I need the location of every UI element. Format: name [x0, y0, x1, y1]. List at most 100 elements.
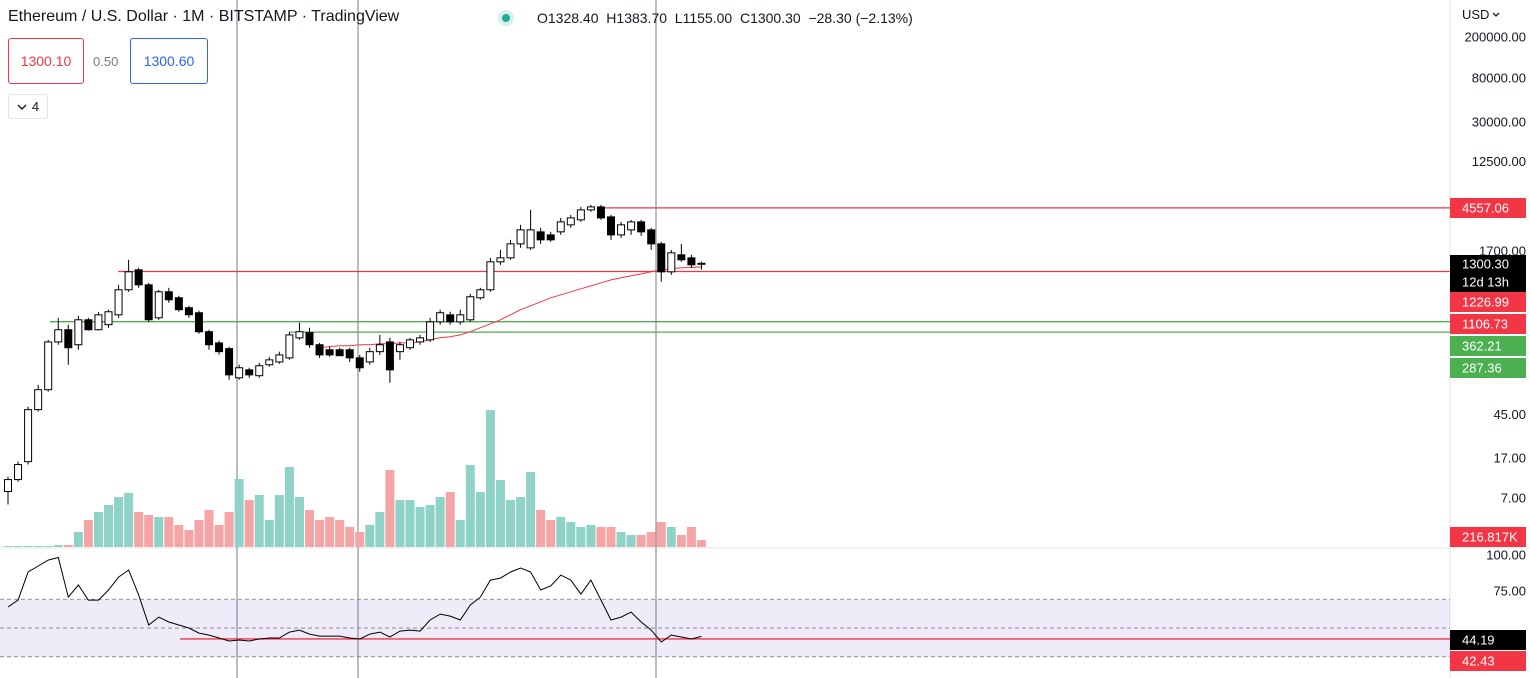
candle-body [617, 224, 626, 236]
volume-bar [375, 512, 385, 547]
candle-body [275, 354, 284, 363]
y-tick-label: 200000.00 [1465, 29, 1526, 44]
candle-body [144, 284, 153, 321]
volume-bar [596, 527, 606, 547]
volume-bar [224, 512, 234, 547]
candle-body [154, 291, 163, 319]
symbol-title[interactable]: Ethereum / U.S. Dollar · 1M · BITSTAMP ·… [8, 8, 400, 25]
candle-body [657, 243, 666, 273]
buy-button[interactable]: 1300.60 [130, 38, 208, 84]
moving-average [319, 266, 702, 349]
currency: USD [1462, 7, 1490, 22]
volume-bar [294, 497, 304, 547]
ohlc-key: C [739, 10, 751, 26]
y-tick-label: 100.00 [1486, 547, 1526, 562]
volume-bar [134, 512, 144, 547]
price-tag [1450, 314, 1526, 334]
candle-body [345, 349, 354, 359]
price-tag-label: 362.21 [1462, 338, 1502, 353]
volume-bar [305, 510, 314, 547]
volume-bar [536, 510, 546, 547]
volume-bar [495, 480, 505, 547]
volume-bar [516, 497, 526, 547]
candle-body [134, 269, 143, 286]
volume-bar [405, 500, 415, 547]
volume-bar [335, 520, 345, 547]
candle-body [476, 289, 485, 299]
candle-body [436, 312, 445, 323]
candle-body [34, 389, 43, 411]
ohlc-value: 1300.30 [750, 10, 801, 26]
rsi-line [7, 556, 702, 643]
volume-bar [475, 492, 485, 547]
price-tag-label: 42.43 [1462, 653, 1495, 668]
volume-bar [264, 520, 274, 547]
volume-bar [53, 545, 63, 547]
price-tag [1450, 336, 1526, 356]
volume-bar [686, 527, 696, 547]
volume-bar [13, 546, 23, 547]
volume-bar [33, 546, 43, 547]
volume-bar [204, 510, 214, 547]
candle-body [325, 349, 334, 356]
candle-body [235, 367, 244, 379]
price-tag [1450, 651, 1526, 671]
candle-body [637, 221, 646, 233]
candle-body [355, 357, 364, 369]
currency-menu[interactable]: USD [1462, 7, 1500, 22]
candle-body [667, 252, 676, 273]
price-tag [1450, 630, 1526, 650]
price-tag [1450, 527, 1526, 547]
volume-bar [626, 535, 636, 547]
candle-body [456, 314, 465, 323]
candle-body [114, 289, 123, 316]
ohlc-key: O [537, 10, 548, 26]
candle-body [164, 291, 173, 301]
volume-bar [83, 520, 93, 547]
price-tag [1450, 198, 1526, 218]
candle-body [4, 479, 12, 493]
ohlc-value: 1155.00 [682, 10, 733, 26]
volume-bar [355, 532, 365, 547]
volume-bar [435, 497, 445, 547]
volume-bar [214, 525, 224, 547]
volume-bar [104, 505, 113, 547]
y-tick-label: 80000.00 [1472, 71, 1526, 86]
volume-bar [194, 520, 204, 547]
candle-body [576, 209, 585, 221]
price-tag-label: 287.36 [1462, 360, 1502, 375]
candle-body [265, 359, 274, 366]
volume-bar [445, 492, 455, 547]
volume-bar [465, 465, 475, 547]
candle-body [526, 229, 535, 249]
volume-bar [395, 500, 405, 547]
candle-body [174, 297, 183, 311]
volume-bar [3, 546, 13, 547]
candle-body [406, 339, 414, 349]
indicators-toggle[interactable]: 4 [8, 94, 48, 119]
price-tag [1450, 358, 1526, 378]
y-tick-label: 75.00 [1493, 583, 1526, 598]
volume-bar [274, 495, 284, 547]
candle-body [596, 206, 605, 219]
sell-button[interactable]: 1300.10 [8, 38, 84, 84]
volume-bar [656, 522, 666, 547]
volume-bar [485, 410, 495, 547]
volume-bar [234, 479, 244, 547]
candle-body [124, 271, 133, 291]
y-tick-label: 12500.00 [1472, 154, 1526, 169]
candle-body [74, 319, 83, 346]
y-tick-label: 45.00 [1493, 407, 1526, 422]
candle-body [416, 337, 425, 343]
volume-bar [455, 520, 465, 547]
volume-bar [556, 517, 566, 547]
candle-body [375, 344, 384, 353]
price-tag-label: 1106.73 [1462, 316, 1508, 331]
candle-body [486, 261, 495, 291]
chevron-icon [17, 104, 27, 110]
spread: 0.50 [93, 54, 119, 69]
candle-body [285, 334, 294, 359]
volume-bar [586, 525, 596, 547]
candle-body [546, 234, 555, 241]
volume-bar [114, 497, 124, 547]
